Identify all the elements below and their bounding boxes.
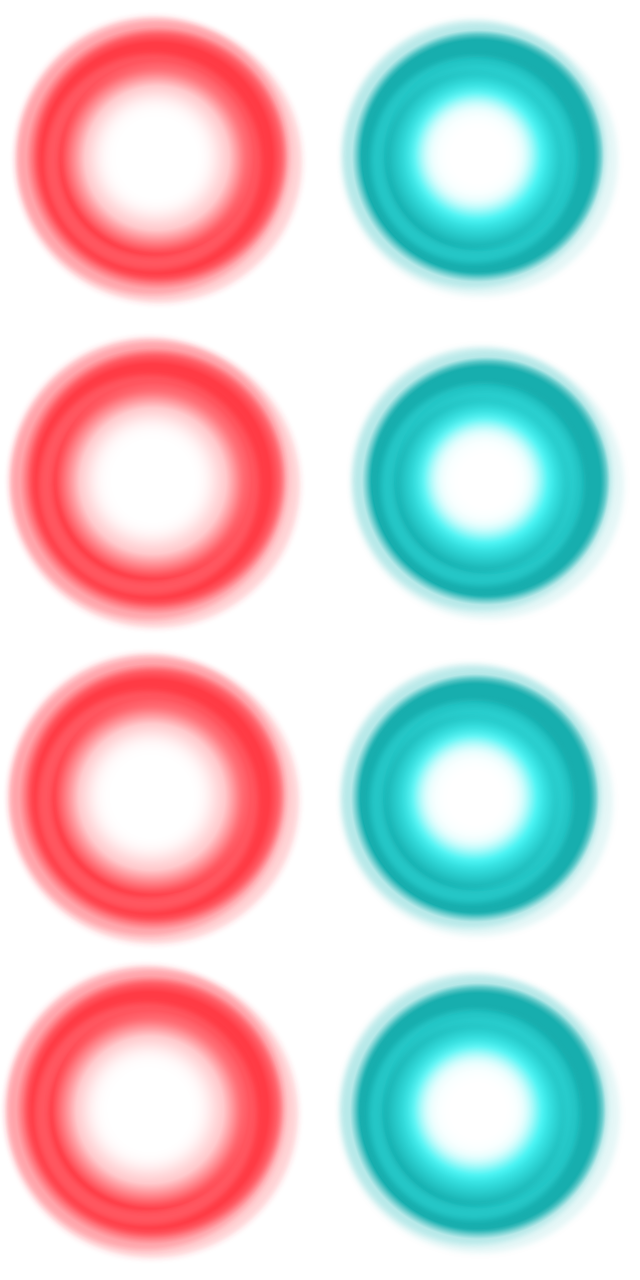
red-orb-4 [6,966,298,1258]
orb-layer [6,17,624,1258]
red-orb-3 [9,654,299,944]
teal-orb-2 [352,347,624,619]
red-orb-2 [10,338,300,628]
teal-orb-4 [340,973,620,1253]
red-orb-1 [16,17,302,303]
teal-orb-3 [341,664,613,936]
teal-orb-1 [342,20,618,296]
